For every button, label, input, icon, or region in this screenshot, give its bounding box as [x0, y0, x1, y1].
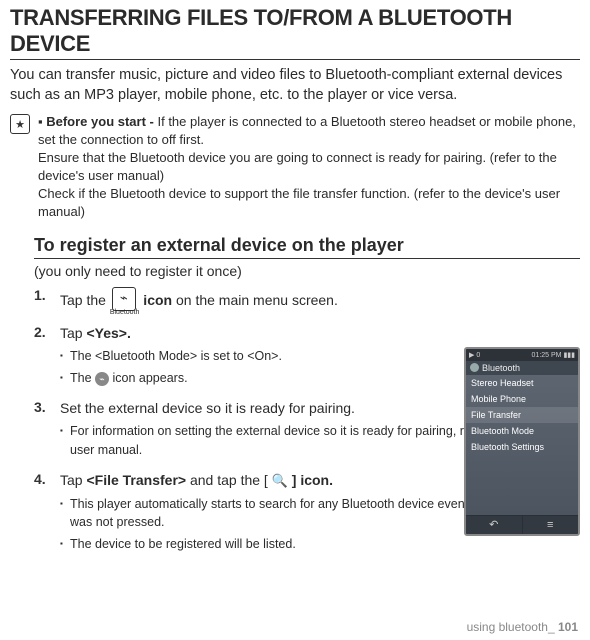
intro-text: You can transfer music, picture and vide… — [10, 66, 580, 105]
phone-status-bar: ▶ 0 01:25 PM ▮▮▮ — [466, 349, 578, 361]
phone-menu-icon: ≡ — [523, 516, 579, 534]
phone-menu-item-selected: File Transfer — [466, 407, 578, 423]
phone-back-icon: ↶ — [466, 516, 523, 534]
note-block: ★ ▪ Before you start - If the player is … — [10, 113, 580, 221]
star-note-icon: ★ — [10, 114, 30, 134]
phone-menu-item: Bluetooth Mode — [466, 423, 578, 439]
page-footer: using bluetooth_ 101 — [467, 620, 578, 634]
phone-menu-item: Stereo Headset — [466, 375, 578, 391]
section-subtext: (you only need to register it once) — [34, 263, 580, 279]
device-screenshot: ▶ 0 01:25 PM ▮▮▮ Bluetooth Stereo Headse… — [464, 347, 580, 536]
title-rule — [10, 59, 580, 60]
bluetooth-small-icon: ⌁ — [95, 372, 109, 386]
bluetooth-main-icon: ⌁Bluetooth — [110, 287, 140, 316]
step4-bullet2: The device to be registered will be list… — [60, 535, 580, 554]
phone-menu-item: Bluetooth Settings — [466, 439, 578, 455]
phone-menu-item: Mobile Phone — [466, 391, 578, 407]
phone-screen-title: Bluetooth — [466, 361, 578, 375]
section-heading: To register an external device on the pl… — [34, 235, 580, 259]
step-1: 1. Tap the ⌁Bluetooth icon on the main m… — [34, 287, 580, 316]
note-body: ▪ Before you start - If the player is co… — [38, 113, 580, 221]
bluetooth-title-icon — [470, 363, 479, 372]
page-title: TRANSFERRING FILES TO/FROM A BLUETOOTH D… — [10, 5, 580, 57]
magnify-icon: 🔍 — [272, 472, 288, 490]
